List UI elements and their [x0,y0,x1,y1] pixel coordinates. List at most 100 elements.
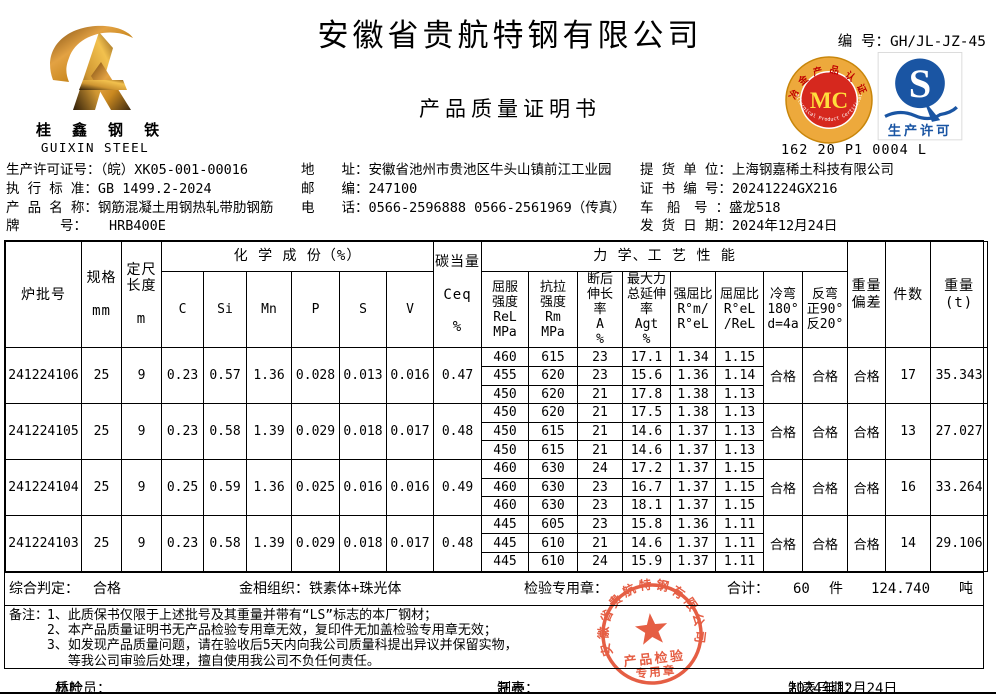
page-bottom-rule [0,692,996,694]
guixin-steel-logo-icon [50,25,133,110]
chem-c-cell: 0.23 [161,403,204,460]
chem-si-cell: 0.59 [203,458,247,516]
tabulation-date-label: 制表日期： [788,681,858,694]
mech-cell-4: 1.38 [670,384,716,405]
batch-subrow: 450 615 21 14.6 1.37 1.13 [6,421,988,442]
sq-logo-icon: S 生产许可 [877,51,963,141]
chem-c-cell: 0.25 [161,458,204,516]
cold-bend-cell: 合格 [763,514,803,572]
batch-number-cell: 241224104 [5,458,82,516]
info-label: 生产许可证号： [6,162,101,178]
total-weight-value: 124.740 [871,580,931,597]
inspection-stamp: 安徽省贵航特钢有限公司 产品检验 专用章 [590,571,710,685]
stamp-star-icon [634,613,668,645]
mech-cell-1: 630 [528,477,578,498]
reverse-bend-cell: 合格 [801,403,849,460]
mech-cell-2: 23 [577,496,623,516]
mech-cell-4: 1.37 [670,551,716,572]
mech-cell-5: 1.15 [715,458,764,479]
mech-cell-2: 24 [577,458,623,479]
length-cell: 9 [121,347,162,405]
mech-cell-0: 445 [481,551,529,572]
batch-subrow: 450 620 21 17.8 1.38 1.13 [6,384,988,405]
mech-cell-2: 21 [577,421,623,442]
mech-cell-4: 1.36 [670,514,716,535]
ship-date-value: 2024年12月24日 [731,218,838,235]
info-label: 提 货 单 位： [640,162,732,178]
inspection-stamp-label: 检验专用章： [524,580,608,597]
weight-deviation-cell: 合格 [847,347,887,405]
length-cell: 9 [121,514,162,572]
inspector-value: 林叶 [55,681,83,694]
info-label: 证 书 编 号： [640,180,732,197]
mech-cell-5: 1.11 [715,533,764,553]
mc-certificate-code: 162 20 P1 0004 L [781,142,928,158]
inspector-label: 质检员： [55,681,111,694]
notes-text: 1、此质保书仅限于上述批号及其重量并带有“LS”标志的本厂钢材； 2、本产品质量… [47,607,518,669]
chem-s-cell: 0.016 [339,458,387,516]
chem-p-cell: 0.029 [291,403,340,460]
mech-cell-2: 23 [577,477,623,498]
spec-cell: 25 [81,347,122,405]
header-rel: 屈服 强度 ReL MPa [481,270,529,349]
mech-cell-2: 24 [577,551,623,572]
batch-number-cell: 241224105 [5,403,82,460]
header-agt: 最大力 总延伸 率 Agt % [622,270,671,349]
mech-cell-5: 1.13 [715,384,764,405]
header-ceq: 碳当量 Ceq % [433,240,482,349]
header-chem-s: S [339,270,387,349]
info-label: 地 址： [301,162,369,178]
cold-bend-cell: 合格 [763,403,803,460]
company-title: 安徽省贵航特钢有限公司 [317,18,703,53]
vehicle-value: 盛龙518 [729,199,781,216]
chem-mn-cell: 1.39 [246,514,292,572]
mech-cell-0: 460 [481,347,529,367]
mech-cell-1: 630 [528,496,578,516]
header-elongation: 断后 伸长 率 A % [577,270,623,349]
mech-cell-4: 1.36 [670,365,716,386]
consignee-value: 上海钢嘉稀土科技有限公司 [731,162,894,178]
mech-cell-1: 615 [528,421,578,442]
tabulator-value: 汪亭 [497,681,525,694]
chem-c-cell: 0.23 [161,347,204,405]
logo-chinese-name: 桂 鑫 钢 铁 [36,121,166,139]
info-label: 牌 号： [6,218,87,235]
header-chem-si: Si [203,270,247,349]
weight-cell: 29.106 [930,514,989,572]
mech-cell-3: 17.5 [622,403,671,423]
mech-cell-0: 445 [481,533,529,553]
length-cell: 9 [121,403,162,460]
mech-cell-2: 23 [577,365,623,386]
chem-si-cell: 0.58 [203,403,247,460]
notes-section: 备注： 1、此质保书仅限于上述批号及其重量并带有“LS”标志的本厂钢材； 2、本… [5,604,983,669]
info-label: 产 品 名 称： [6,199,98,216]
header-length: 定尺 长度 m [121,240,162,349]
chem-si-cell: 0.58 [203,514,247,572]
mech-cell-5: 1.13 [715,421,764,442]
mech-cell-2: 21 [577,384,623,405]
pieces-cell: 16 [885,458,932,516]
batch-subrow: 445 610 24 15.9 1.37 1.11 [6,551,988,572]
mech-cell-4: 1.34 [670,347,716,367]
pieces-cell: 14 [885,514,932,572]
batch-number-cell: 241224106 [5,347,82,405]
grade-value: HRB400E [109,218,166,235]
mech-cell-4: 1.37 [670,533,716,553]
mech-cell-3: 18.1 [622,496,671,516]
stamp-line2: 专用章 [635,663,677,681]
pieces-unit: 件 [829,580,843,597]
sq-label: 生产许可 [888,122,952,139]
mech-cell-4: 1.37 [670,496,716,516]
quality-data-table: 炉批号 规格 mm 定尺 长度 m 化 学 成 份（%） 碳当量 Ceq % 力… [5,240,989,572]
batch-subrow: 445 610 21 14.6 1.37 1.11 [6,533,988,553]
mech-cell-3: 17.2 [622,458,671,479]
chem-s-cell: 0.013 [339,347,387,405]
header-reverse-bend: 反弯 正90° 反20° [801,270,849,349]
mech-cell-1: 615 [528,440,578,460]
batch-subrow: 241224104 25 9 0.25 0.59 1.36 0.025 0.016 0.016 0… [5,458,989,516]
info-label: 发 货 日 期： [640,218,732,235]
header-ratio-rm-rel: 强屈比 R°m/ R°eL [670,270,716,349]
header-batch: 炉批号 [5,240,82,349]
mech-cell-2: 23 [577,514,623,535]
